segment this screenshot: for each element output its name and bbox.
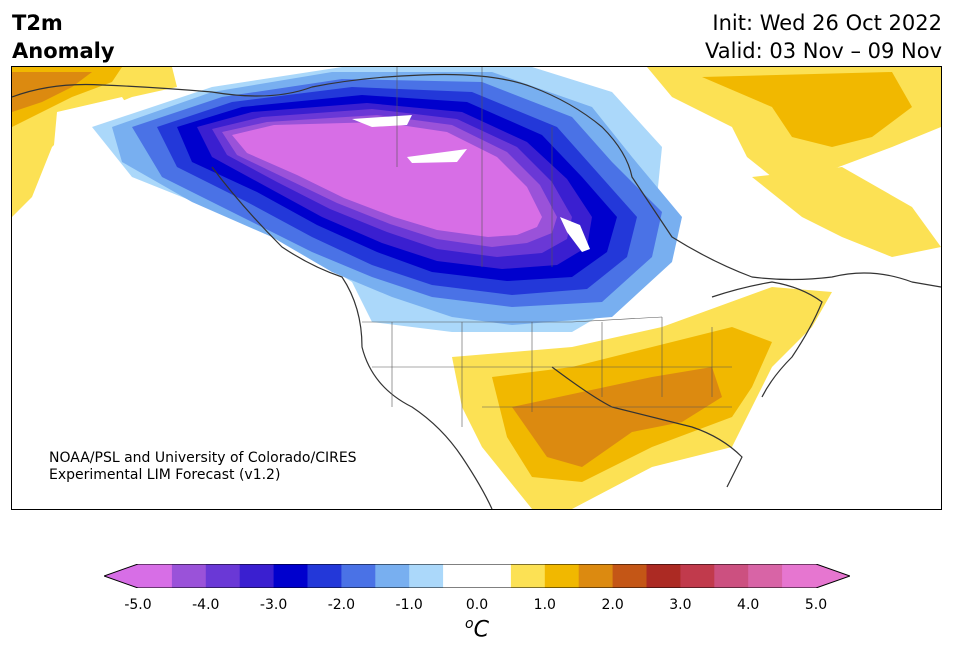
colorbar-unit: oC xyxy=(465,616,489,642)
colorbar-cell xyxy=(477,564,512,588)
colorbar-cell xyxy=(341,564,376,588)
colorbar-tick-label: -2.0 xyxy=(327,597,356,613)
colorbar-tick-label: 0.0 xyxy=(465,597,489,613)
unit-degree: o xyxy=(465,616,474,632)
init-date: Init: Wed 26 Oct 2022 xyxy=(712,11,942,35)
credit-line-2: Experimental LIM Forecast (v1.2) xyxy=(49,467,281,483)
colorbar-cell xyxy=(443,564,478,588)
variable-label: T2m xyxy=(12,11,63,35)
colorbar-cell xyxy=(307,564,342,588)
colorbar-cell xyxy=(375,564,410,588)
colorbar-cell xyxy=(612,564,647,588)
colorbar-tick-label: -1.0 xyxy=(395,597,423,613)
colorbar-tick-label: 3.0 xyxy=(669,597,692,613)
colorbar-cell xyxy=(680,564,715,588)
colorbar-min-arrow xyxy=(104,564,138,588)
colorbar-cell xyxy=(578,564,614,588)
labrador-warm xyxy=(752,167,941,257)
colorbar-tick-label: 2.0 xyxy=(601,597,624,613)
colorbar-cell xyxy=(714,564,749,588)
colorbar-tick-label: 1.0 xyxy=(533,597,556,613)
colorbar-cell xyxy=(273,564,308,588)
colorbar-tick-label: -4.0 xyxy=(192,597,220,613)
colorbar-cell xyxy=(239,564,275,588)
alaska-warm-strong xyxy=(12,72,92,112)
colorbar-cell xyxy=(646,564,681,588)
valid-date: Valid: 03 Nov – 09 Nov xyxy=(705,39,942,63)
map-title: T2m Anomaly xyxy=(12,9,115,65)
colorbar-cell xyxy=(138,564,173,588)
credit-line-1: NOAA/PSL and University of Colorado/CIRE… xyxy=(49,450,357,466)
subtitle-label: Anomaly xyxy=(12,39,115,63)
colorbar-tick-label: 4.0 xyxy=(737,597,760,613)
colorbar-tick-label: -5.0 xyxy=(124,597,152,613)
us-warm-core xyxy=(512,367,722,467)
colorbar-cell xyxy=(782,564,817,588)
colorbar-tick-label: -3.0 xyxy=(259,597,288,613)
colorbar-cell xyxy=(748,564,783,588)
colorbar-cell xyxy=(409,564,444,588)
credit-text: NOAA/PSL and University of Colorado/CIRE… xyxy=(49,450,357,484)
lake-athabasca xyxy=(407,149,467,163)
colorbar-cells xyxy=(138,564,817,588)
map-canvas xyxy=(12,67,941,509)
lake-winnipeg xyxy=(560,217,590,252)
coastlines xyxy=(12,73,941,509)
state-borders xyxy=(362,67,732,427)
colorbar xyxy=(104,564,850,588)
greenland-warm-core xyxy=(702,72,912,147)
unit-celsius: C xyxy=(473,617,489,643)
colorbar-cell xyxy=(171,564,207,588)
colorbar-cell xyxy=(510,564,546,588)
forecast-dates: Init: Wed 26 Oct 2022 Valid: 03 Nov – 09… xyxy=(705,9,942,65)
colorbar-tick-label: 5.0 xyxy=(804,597,828,613)
colorbar-cell xyxy=(205,564,241,588)
anomaly-map: NOAA/PSL and University of Colorado/CIRE… xyxy=(11,66,942,510)
colorbar-cell xyxy=(544,564,580,588)
colorbar-max-arrow xyxy=(816,564,850,588)
